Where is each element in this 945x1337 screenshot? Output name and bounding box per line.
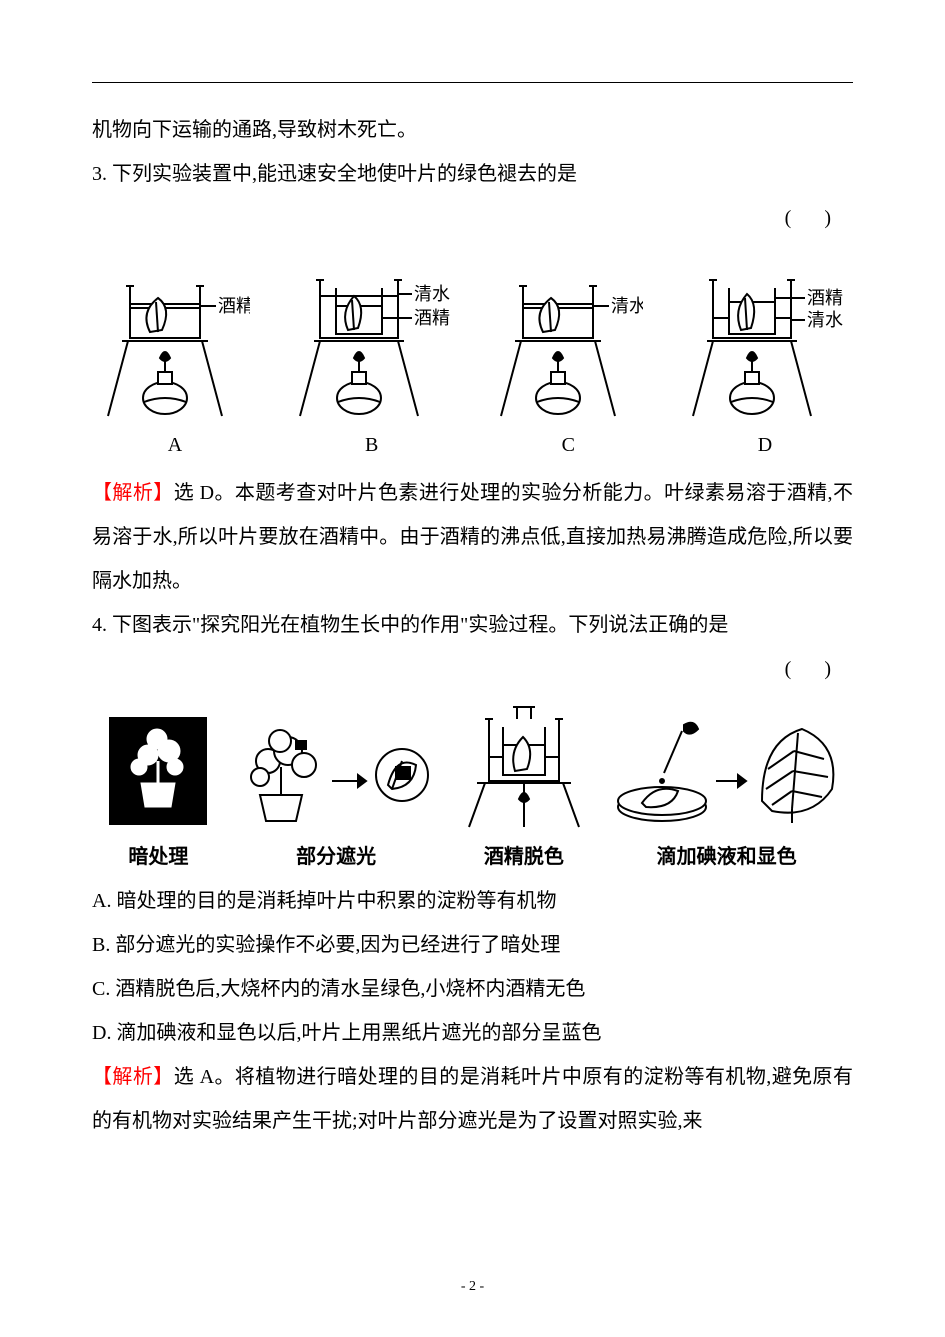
step2-caption: 部分遮光	[296, 835, 376, 879]
step1-svg	[103, 711, 213, 831]
step4-svg	[612, 711, 842, 831]
device-A-letter: A	[168, 423, 182, 467]
q3-analysis-body: 选 D。本题考查对叶片色素进行处理的实验分析能力。叶绿素易溶于酒精,不易溶于水,…	[92, 482, 853, 592]
device-C-letter: C	[562, 423, 575, 467]
device-B-svg: 清水 酒精	[292, 246, 452, 421]
intro-text: 机物向下运输的通路,导致树木死亡。	[92, 108, 853, 152]
q4-analysis: 【解析】选 A。将植物进行暗处理的目的是消耗叶片中原有的淀粉等有机物,避免原有的…	[92, 1055, 853, 1143]
q4-optB: B. 部分遮光的实验操作不必要,因为已经进行了暗处理	[92, 923, 853, 967]
step4-caption: 滴加碘液和显色	[657, 835, 797, 879]
q4-optC: C. 酒精脱色后,大烧杯内的清水呈绿色,小烧杯内酒精无色	[92, 967, 853, 1011]
q3-device-C: 清水 C	[493, 246, 643, 467]
device-A-svg: 酒精	[100, 246, 250, 421]
device-B-letter: B	[365, 423, 378, 467]
step3-svg	[459, 701, 589, 831]
q4-analysis-body: 选 A。将植物进行暗处理的目的是消耗叶片中原有的淀粉等有机物,避免原有的有机物对…	[92, 1066, 853, 1132]
step2-svg	[236, 711, 436, 831]
q3-device-A: 酒精 A	[100, 246, 250, 467]
step3-caption: 酒精脱色	[484, 835, 564, 879]
analysis-lead: 【解析】	[92, 482, 174, 504]
label-text: 酒精	[218, 296, 250, 316]
label-text: 酒精	[807, 288, 843, 308]
top-rule	[92, 82, 853, 83]
page: 机物向下运输的通路,导致树木死亡。 3. 下列实验装置中,能迅速安全地使叶片的绿…	[0, 0, 945, 1337]
q3-device-D: 酒精 清水 D	[685, 246, 845, 467]
step-3: 酒精脱色	[459, 701, 589, 879]
label-text: 酒精	[414, 308, 450, 328]
q3-blank-paren: ( )	[92, 196, 853, 240]
q3-analysis: 【解析】选 D。本题考查对叶片色素进行处理的实验分析能力。叶绿素易溶于酒精,不易…	[92, 471, 853, 603]
step-2: 部分遮光	[236, 711, 436, 879]
step1-caption: 暗处理	[128, 835, 188, 879]
label-text: 清水	[807, 310, 843, 330]
q3-device-B: 清水 酒精 B	[292, 246, 452, 467]
q4-optA: A. 暗处理的目的是消耗掉叶片中积累的淀粉等有机物	[92, 879, 853, 923]
analysis-lead: 【解析】	[92, 1066, 174, 1088]
q4-stem: 4. 下图表示"探究阳光在植物生长中的作用"实验过程。下列说法正确的是	[92, 603, 853, 647]
page-number: - 2 -	[0, 1272, 945, 1303]
device-D-letter: D	[758, 423, 772, 467]
label-text: 清水	[611, 296, 643, 316]
device-C-svg: 清水	[493, 246, 643, 421]
q3-figure-row: 酒精 A	[92, 246, 853, 467]
label-text: 清水	[414, 284, 450, 304]
step-1: 暗处理	[103, 711, 213, 879]
q4-steps-row: 暗处理	[92, 701, 853, 879]
q3-stem: 3. 下列实验装置中,能迅速安全地使叶片的绿色褪去的是	[92, 152, 853, 196]
q4-blank-paren: ( )	[92, 647, 853, 691]
device-D-svg: 酒精 清水	[685, 246, 845, 421]
step-4: 滴加碘液和显色	[612, 711, 842, 879]
q4-optD: D. 滴加碘液和显色以后,叶片上用黑纸片遮光的部分呈蓝色	[92, 1011, 853, 1055]
